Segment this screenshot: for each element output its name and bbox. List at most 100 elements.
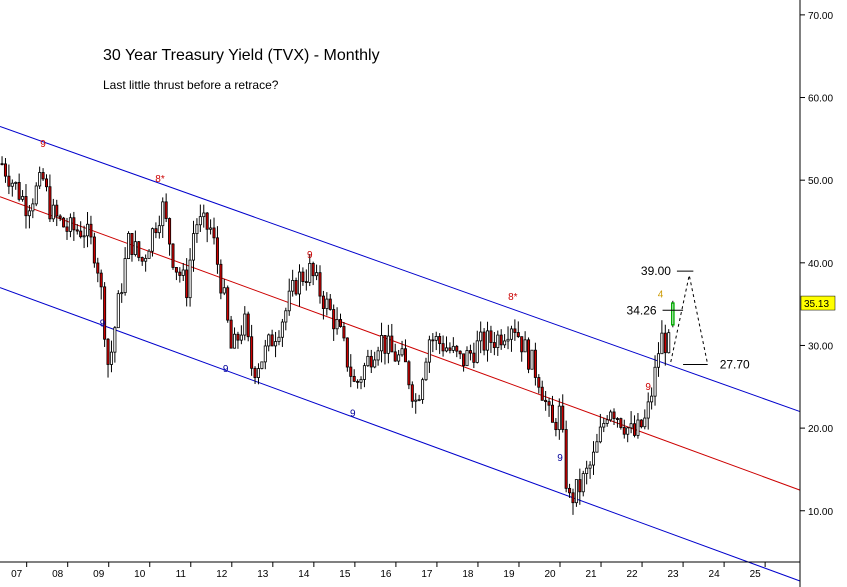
candle-body bbox=[629, 423, 633, 429]
x-tick-label: 13 bbox=[257, 569, 269, 580]
candle-body bbox=[653, 366, 657, 397]
candle-body bbox=[188, 259, 192, 299]
candle-body bbox=[380, 335, 384, 352]
candle-body bbox=[588, 464, 592, 469]
candle-body bbox=[0, 163, 4, 166]
candle-body bbox=[431, 339, 435, 342]
candle-body bbox=[335, 319, 339, 330]
candle-body bbox=[578, 479, 582, 493]
candle-body bbox=[544, 399, 548, 403]
candle-body bbox=[168, 218, 172, 245]
candle-body bbox=[161, 201, 165, 227]
candle-body bbox=[226, 287, 230, 321]
candle-body bbox=[41, 172, 45, 180]
candle-body bbox=[58, 215, 62, 219]
x-tick-label: 14 bbox=[298, 569, 310, 580]
count-label: 9 bbox=[223, 364, 229, 375]
candle-body bbox=[369, 355, 373, 368]
candle-body bbox=[68, 217, 72, 232]
x-tick-label: 23 bbox=[668, 569, 680, 580]
candle-body bbox=[400, 348, 404, 356]
candle-body bbox=[270, 334, 274, 347]
projection-line bbox=[670, 275, 709, 365]
candle-body bbox=[38, 172, 42, 187]
candle-body bbox=[31, 203, 35, 212]
candle-body bbox=[304, 281, 308, 283]
count-label: 8* bbox=[508, 292, 518, 303]
candle-body bbox=[21, 196, 25, 200]
candle-body bbox=[10, 182, 14, 187]
candle-body bbox=[250, 336, 254, 369]
candle-body bbox=[144, 257, 148, 262]
chart-title: 30 Year Treasury Yield (TVX) - Monthly bbox=[103, 47, 380, 64]
candle-body bbox=[448, 347, 452, 351]
candle-body bbox=[243, 313, 247, 336]
x-tick-label: 25 bbox=[750, 569, 762, 580]
count-label: 9 bbox=[350, 409, 356, 420]
candle-body bbox=[639, 419, 643, 428]
candle-body bbox=[671, 302, 675, 326]
x-tick-label: 09 bbox=[93, 569, 105, 580]
candle-body bbox=[174, 267, 178, 273]
count-label: 9 bbox=[307, 250, 313, 261]
candle-body bbox=[568, 487, 572, 494]
y-tick-label: 30.00 bbox=[808, 341, 833, 352]
candle-body bbox=[171, 243, 175, 268]
candle-body bbox=[96, 262, 100, 274]
candle-body bbox=[403, 348, 407, 363]
candle-body bbox=[229, 319, 233, 349]
candle-body bbox=[451, 345, 455, 351]
candle-body bbox=[602, 423, 606, 428]
level-label: 39.00 bbox=[641, 264, 671, 278]
candle-body bbox=[636, 419, 640, 436]
channel-upper-line bbox=[0, 125, 801, 413]
candle-body bbox=[516, 332, 520, 338]
x-tick-label: 22 bbox=[626, 569, 638, 580]
candlesticks bbox=[0, 156, 675, 515]
candle-body bbox=[557, 405, 561, 431]
candle-body bbox=[263, 345, 267, 363]
candle-body bbox=[383, 335, 387, 354]
candle-body bbox=[650, 395, 654, 403]
candle-body bbox=[496, 334, 500, 348]
candle-body bbox=[349, 366, 353, 377]
candle-body bbox=[547, 401, 551, 406]
candle-body bbox=[106, 338, 110, 365]
candle-body bbox=[113, 327, 117, 353]
candle-body bbox=[328, 298, 332, 310]
candle-body bbox=[55, 204, 59, 217]
candle-body bbox=[533, 349, 537, 378]
x-tick-label: 15 bbox=[339, 569, 351, 580]
candle-body bbox=[34, 185, 38, 205]
candle-body bbox=[564, 429, 568, 489]
candle-body bbox=[571, 492, 575, 504]
candle-body bbox=[308, 263, 312, 283]
candle-body bbox=[468, 350, 472, 354]
candle-body bbox=[458, 350, 462, 355]
level-label: 34.26 bbox=[627, 303, 657, 317]
x-tick-label: 10 bbox=[134, 569, 146, 580]
candle-body bbox=[3, 163, 7, 177]
candle-body bbox=[410, 384, 414, 402]
candle-body bbox=[489, 330, 493, 343]
candle-body bbox=[140, 257, 144, 262]
x-tick-label: 21 bbox=[585, 569, 597, 580]
candle-body bbox=[390, 335, 394, 353]
candle-body bbox=[321, 295, 325, 309]
candle-body bbox=[89, 223, 93, 238]
candle-body bbox=[191, 233, 196, 261]
candle-body bbox=[356, 380, 360, 383]
candle-body bbox=[595, 441, 599, 453]
candle-body bbox=[133, 241, 137, 255]
candle-body bbox=[219, 263, 223, 294]
candle-body bbox=[92, 236, 96, 264]
candle-body bbox=[455, 345, 459, 352]
candle-body bbox=[667, 332, 671, 354]
candle-body bbox=[342, 326, 346, 339]
candle-body bbox=[376, 350, 380, 361]
candle-body bbox=[48, 186, 52, 220]
candle-body bbox=[359, 379, 363, 383]
candle-body bbox=[421, 379, 425, 400]
candle-body bbox=[164, 201, 168, 219]
